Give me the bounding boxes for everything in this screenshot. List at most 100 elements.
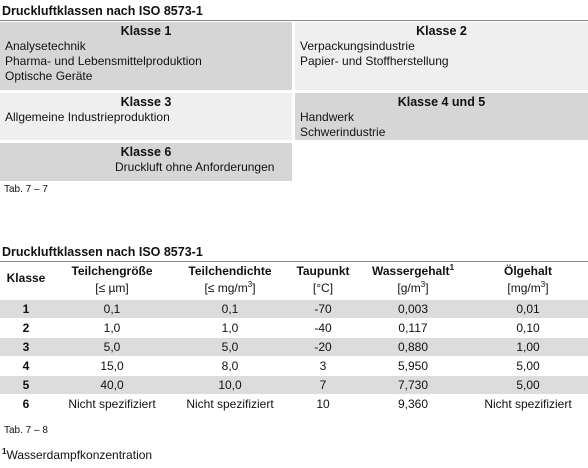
header-cell: Klasse — [0, 264, 52, 298]
table-cell: 5,950 — [397, 359, 429, 373]
table-cell: Nicht spezifiziert — [68, 397, 156, 411]
title: Druckluftklassen nach ISO 8573-1 — [2, 4, 203, 18]
table-cell: 8,0 — [221, 359, 239, 373]
unit-text: [g/m — [397, 281, 421, 295]
class-line: Optische Geräte — [5, 69, 93, 83]
table-cell: -40 — [314, 321, 332, 335]
footnote-text: Wasserdampfkonzentration — [6, 448, 153, 462]
header-name: Taupunkt — [288, 264, 358, 278]
footnote-mark: 1 — [2, 447, 7, 456]
class-line: Druckluft ohne Anforderungen — [115, 160, 275, 174]
table-cell: 0,003 — [397, 302, 429, 316]
table-cell: 6 — [22, 397, 30, 411]
class-line: Verpackungsindustrie — [300, 39, 415, 53]
unit-text: [°C] — [312, 281, 334, 295]
table-cell: 5,00 — [516, 359, 540, 373]
table-cell: 15,0 — [100, 359, 124, 373]
unit-text: [mg/m — [507, 281, 541, 295]
row-bg — [0, 338, 588, 356]
row-bg — [0, 300, 588, 318]
table-cell: 1,00 — [516, 340, 540, 354]
table-cell: 40,0 — [100, 378, 124, 392]
unit-text: [≤ mg/m — [204, 281, 248, 295]
header-text: Teilchengröße — [71, 264, 153, 278]
header-cell: Ölgehalt [mg/m3] — [468, 264, 588, 298]
row-bg — [0, 357, 588, 375]
title: Druckluftklassen nach ISO 8573-1 — [2, 245, 203, 259]
class-heading: Klasse 1 — [120, 24, 172, 38]
table-cell: 0,01 — [516, 302, 540, 316]
table-cell: -20 — [314, 340, 332, 354]
header-name: Teilchengröße — [52, 264, 172, 278]
table-cell: 0,117 — [398, 321, 428, 335]
table-cell: 5,0 — [103, 340, 121, 354]
class-line: Pharma- und Lebensmittelproduktion — [5, 54, 202, 68]
header-name: Wassergehalt1 — [358, 263, 468, 279]
class-box: Klasse 4 und 5 Handwerk Schwerindustrie — [295, 93, 588, 140]
table-cell: 0,1 — [103, 302, 121, 316]
table-cell: 5 — [22, 378, 30, 392]
table-cell: 1,0 — [221, 321, 239, 335]
class-heading: Klasse 4 und 5 — [397, 95, 486, 109]
header-text: Teilchendichte — [188, 264, 272, 278]
table-cell: 7,730 — [397, 378, 429, 392]
header-unit: [°C] — [288, 281, 358, 295]
header-cell: Teilchengröße [≤ µm] — [52, 264, 172, 298]
header-name: Ölgehalt — [468, 264, 588, 278]
unit-sup: 3 — [540, 280, 546, 289]
header-cell: Taupunkt [°C] — [288, 264, 358, 298]
header-unit: [≤ mg/m3] — [172, 280, 288, 296]
header-sup: 1 — [449, 263, 455, 272]
header-cell: Wassergehalt1 [g/m3] — [358, 264, 468, 298]
header-cell: Teilchendichte [≤ mg/m3] — [172, 264, 288, 298]
row-bg — [0, 319, 588, 337]
caption: Tab. 7 – 8 — [4, 425, 48, 436]
header-text: Taupunkt — [296, 264, 350, 278]
header-text: Ölgehalt — [503, 264, 552, 278]
table-cell: 0,1 — [221, 302, 239, 316]
class-line: Schwerindustrie — [300, 125, 386, 139]
table-cell: Nicht spezifiziert — [484, 397, 572, 411]
table-cell: 9,360 — [397, 397, 429, 411]
table-cell: 3 — [22, 340, 30, 354]
header-unit: [mg/m3] — [468, 280, 588, 296]
class-line: Allgemeine Industrieproduktion — [5, 110, 170, 124]
header-text: Klasse — [6, 271, 46, 285]
header-name: Teilchendichte — [172, 264, 288, 278]
header-unit: [g/m3] — [358, 280, 468, 296]
table-cell: 1 — [22, 302, 30, 316]
table-cell: 0,10 — [516, 321, 540, 335]
class-box: Klasse 1 Analysetechnik Pharma- und Lebens… — [0, 22, 292, 90]
row-bg — [0, 395, 588, 413]
table-cell: 1,0 — [103, 321, 121, 335]
class-box: Klasse 3 Allgemeine Industrieproduktion — [0, 93, 292, 140]
table-cell: 7 — [319, 378, 327, 392]
footnote: 1Wasserdampfkonzentration — [2, 447, 153, 463]
class-heading: Klasse 3 — [120, 95, 172, 109]
unit-end: ] — [545, 281, 549, 295]
row-bg — [0, 376, 588, 394]
table-cell: 10 — [316, 397, 330, 411]
unit-text: [≤ µm] — [95, 281, 129, 295]
table-cell: 2 — [22, 321, 30, 335]
header-text: Wassergehalt — [371, 264, 450, 278]
unit-end: ] — [252, 281, 256, 295]
class-line: Analysetechnik — [5, 39, 86, 53]
class-heading: Klasse 2 — [416, 24, 467, 38]
table-cell: 0,880 — [397, 340, 429, 354]
header-unit: [≤ µm] — [52, 281, 172, 295]
table-cell: 5,0 — [221, 340, 239, 354]
caption: Tab. 7 – 7 — [4, 184, 48, 195]
header-name: Klasse — [0, 271, 52, 285]
rule — [0, 20, 588, 21]
table-cell: 4 — [22, 359, 30, 373]
unit-sup: 3 — [247, 280, 253, 289]
rule — [0, 261, 588, 262]
class-box: Klasse 2 Verpackungsindustrie Papier- und … — [295, 22, 588, 90]
table-cell: 3 — [319, 359, 327, 373]
class-line: Handwerk — [300, 110, 355, 124]
unit-sup: 3 — [420, 280, 426, 289]
table-cell: Nicht spezifiziert — [186, 397, 274, 411]
table-cell: 10,0 — [218, 378, 242, 392]
